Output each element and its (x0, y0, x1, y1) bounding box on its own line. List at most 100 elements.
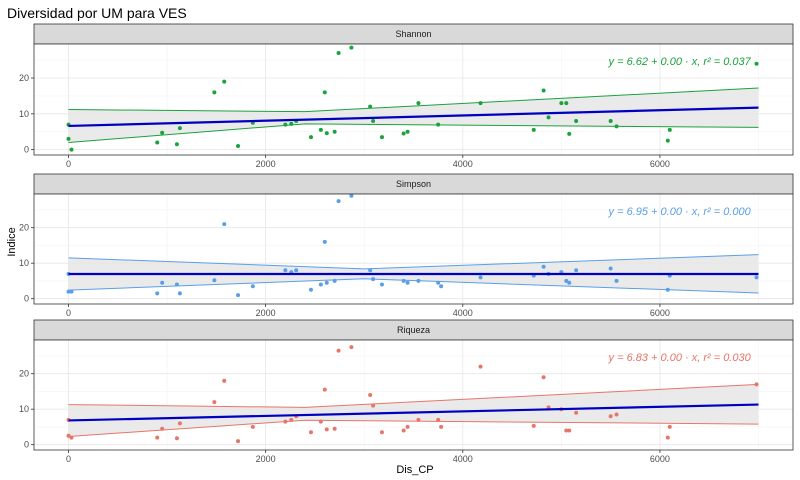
confidence-band (68, 384, 759, 437)
data-point (177, 291, 182, 296)
data-point (349, 45, 354, 50)
data-point (564, 428, 569, 433)
data-point (405, 280, 410, 285)
data-point (436, 122, 441, 127)
data-point (401, 428, 406, 433)
data-point (66, 433, 71, 438)
data-point (308, 287, 313, 292)
data-point (69, 147, 74, 152)
data-point (405, 424, 410, 429)
x-tick-label: 4000 (453, 308, 473, 318)
y-tick-label: 0 (24, 145, 29, 155)
data-point (155, 291, 160, 296)
data-point (368, 104, 373, 109)
data-point (160, 426, 165, 431)
data-point (541, 88, 546, 93)
data-point (371, 118, 376, 123)
data-point (541, 375, 546, 380)
data-point (574, 410, 579, 415)
band-upper-line (68, 383, 759, 408)
data-point (541, 264, 546, 269)
data-point (371, 277, 376, 282)
data-point (614, 412, 619, 417)
x-tick-label: 0 (66, 308, 71, 318)
y-tick-label: 10 (19, 258, 29, 268)
data-point (416, 278, 421, 283)
data-point (574, 268, 579, 273)
regression-equation: y = 6.83 + 0.00 · x, r² = 0.030 (608, 352, 752, 364)
data-point (478, 101, 483, 106)
data-point (379, 135, 384, 140)
band-upper-line (68, 87, 759, 113)
data-point (754, 275, 759, 280)
data-point (324, 131, 329, 136)
data-point (212, 90, 217, 95)
data-point (66, 289, 71, 294)
x-tick-label: 2000 (256, 454, 276, 464)
data-point (336, 50, 341, 55)
data-point (368, 268, 373, 273)
data-point (222, 222, 227, 227)
data-point (69, 289, 74, 294)
data-point (160, 130, 165, 135)
data-point (667, 127, 672, 132)
data-point (174, 436, 179, 441)
data-point (439, 424, 444, 429)
facet-strip-label: Simpson (396, 179, 431, 189)
data-point (69, 435, 74, 440)
data-point (531, 423, 536, 428)
x-tick-label: 6000 (650, 308, 670, 318)
data-point (322, 387, 327, 392)
panel-border (33, 193, 794, 305)
data-point (665, 287, 670, 292)
data-point (283, 122, 288, 127)
regression-equation: y = 6.95 + 0.00 · x, r² = 0.000 (608, 206, 752, 218)
data-point (212, 278, 217, 283)
data-point (155, 140, 160, 145)
data-point (567, 428, 572, 433)
data-point (401, 278, 406, 283)
band-upper-line (68, 254, 759, 270)
data-point (665, 435, 670, 440)
data-point (401, 131, 406, 136)
data-point (308, 135, 313, 140)
data-point (436, 280, 441, 285)
data-point (436, 417, 441, 422)
chart-title: Diversidad por UM para VES (7, 5, 187, 21)
band-lower-line (68, 123, 759, 143)
data-point (324, 280, 329, 285)
y-tick-label: 10 (19, 404, 29, 414)
data-point (614, 124, 619, 129)
x-tick-label: 0 (66, 159, 71, 169)
data-point (174, 142, 179, 147)
data-point (283, 419, 288, 424)
y-axis-title: Indice (6, 227, 18, 256)
data-point (155, 435, 160, 440)
x-tick-label: 2000 (256, 308, 276, 318)
data-point (608, 266, 613, 271)
panel-border (33, 339, 794, 451)
x-tick-label: 6000 (650, 159, 670, 169)
data-point (322, 90, 327, 95)
data-point (349, 345, 354, 350)
data-point (564, 278, 569, 283)
data-point (416, 101, 421, 106)
facet-riqueza: Riqueza y = 6.83 + 0.00 · x, r² = 0.030 0 1… (19, 319, 794, 464)
data-point (574, 118, 579, 123)
data-point (349, 193, 354, 198)
data-point (564, 101, 569, 106)
data-point (379, 430, 384, 435)
data-point (608, 118, 613, 123)
data-point (614, 278, 619, 283)
facet-panels: Shannon y = 6.62 + 0.00 · x, r² = 0.037 0 1… (19, 23, 794, 464)
x-tick-label: 4000 (453, 159, 473, 169)
data-point (289, 121, 294, 126)
data-point (250, 424, 255, 429)
data-point (236, 144, 241, 149)
data-point (236, 439, 241, 444)
facet-simpson: Simpson y = 6.95 + 0.00 · x, r² = 0.000 0 1… (19, 173, 794, 318)
data-point (332, 278, 337, 283)
data-point (665, 138, 670, 143)
data-point (336, 348, 341, 353)
